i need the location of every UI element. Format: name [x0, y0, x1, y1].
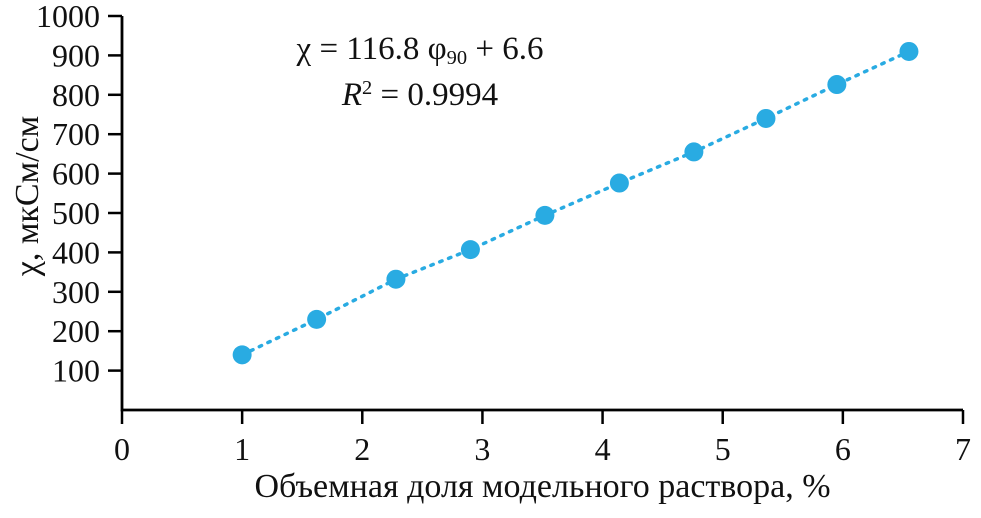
- y-tick-label: 100: [52, 353, 100, 389]
- y-tick-label: 400: [52, 234, 100, 270]
- y-tick-label: 300: [52, 274, 100, 310]
- x-tick-label: 5: [715, 431, 731, 467]
- r-symbol: R: [341, 77, 363, 113]
- x-tick-label: 2: [354, 431, 370, 467]
- data-point: [756, 108, 776, 128]
- y-tick-label: 600: [52, 156, 100, 192]
- y-tick-label: 800: [52, 77, 100, 113]
- r-superscript: 2: [362, 77, 373, 99]
- y-tick-label: 700: [52, 116, 100, 152]
- data-point: [460, 240, 480, 260]
- y-axis-label: χ, мкСм/см: [9, 115, 46, 277]
- data-point: [232, 345, 252, 365]
- x-axis-label: Объемная доля модельного раствора, %: [254, 468, 831, 505]
- trend-line: [240, 49, 911, 357]
- equation-line: χ = 116.8 φ90 + 6.6: [185, 26, 655, 72]
- x-tick-label: 1: [234, 431, 250, 467]
- r-squared-value: = 0.9994: [372, 77, 499, 113]
- x-tick-label: 0: [114, 431, 130, 467]
- data-point: [827, 75, 847, 95]
- r-squared-line: R2 = 0.9994: [185, 72, 655, 118]
- equation-post: + 6.6: [467, 31, 544, 67]
- data-point: [386, 269, 406, 289]
- y-tick-label: 200: [52, 313, 100, 349]
- x-tick-label: 7: [955, 431, 971, 467]
- data-point: [899, 41, 919, 61]
- equation-subscript: 90: [446, 47, 468, 69]
- x-tick-label: 6: [835, 431, 851, 467]
- data-point: [535, 205, 555, 225]
- data-point: [307, 309, 327, 329]
- y-tick-label: 500: [52, 195, 100, 231]
- data-point: [684, 142, 704, 162]
- y-tick-label: 1000: [36, 0, 100, 34]
- y-tick-label: 900: [52, 37, 100, 73]
- equation-annotation: χ = 116.8 φ90 + 6.6 R2 = 0.9994: [185, 26, 655, 118]
- data-point: [609, 173, 629, 193]
- equation-pre: χ = 116.8 φ: [296, 31, 447, 67]
- x-tick-label: 3: [474, 431, 490, 467]
- x-tick-label: 4: [595, 431, 611, 467]
